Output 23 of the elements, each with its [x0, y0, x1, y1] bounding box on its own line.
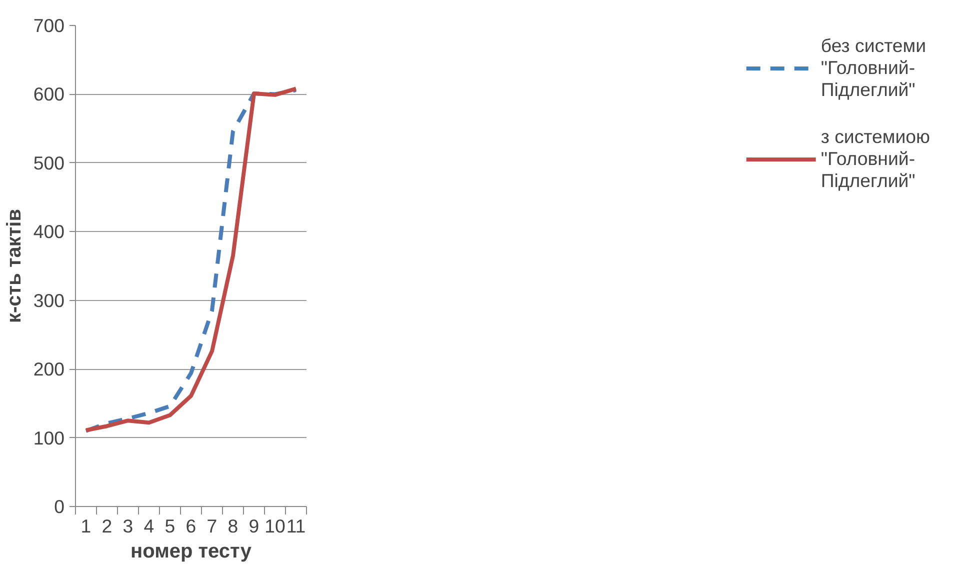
y-tick-label: 100	[33, 427, 65, 448]
x-tick-label: 5	[164, 516, 176, 536]
y-tick-label: 300	[33, 290, 65, 311]
x-tick-label: 11	[286, 516, 306, 536]
x-tick-label: 1	[80, 516, 92, 536]
y-tick-label: 500	[33, 152, 65, 174]
x-tick-label: 8	[228, 516, 238, 536]
x-tick-label: 3	[122, 516, 134, 536]
x-axis-title: номер тесту	[130, 540, 252, 562]
y-tick-label: 600	[33, 84, 65, 105]
y-tick-label: 200	[33, 358, 65, 380]
y-tick-label: 400	[33, 221, 65, 242]
y-axis-title: к-сть тактів	[3, 208, 26, 324]
x-tick-label: 6	[186, 516, 196, 536]
x-tick-label: 2	[102, 516, 112, 536]
legend-label: без системи "Головний-Підлеглий"	[820, 35, 926, 101]
y-tick-label: 700	[33, 15, 65, 36]
legend-label: з системиою "Головний-Підлеглий"	[820, 126, 930, 192]
y-tick-label: 0	[54, 496, 65, 517]
x-tick-label: 10	[264, 516, 286, 536]
x-tick-label: 7	[206, 516, 218, 536]
x-tick-label: 9	[248, 516, 260, 536]
x-tick-label: 4	[144, 516, 154, 536]
